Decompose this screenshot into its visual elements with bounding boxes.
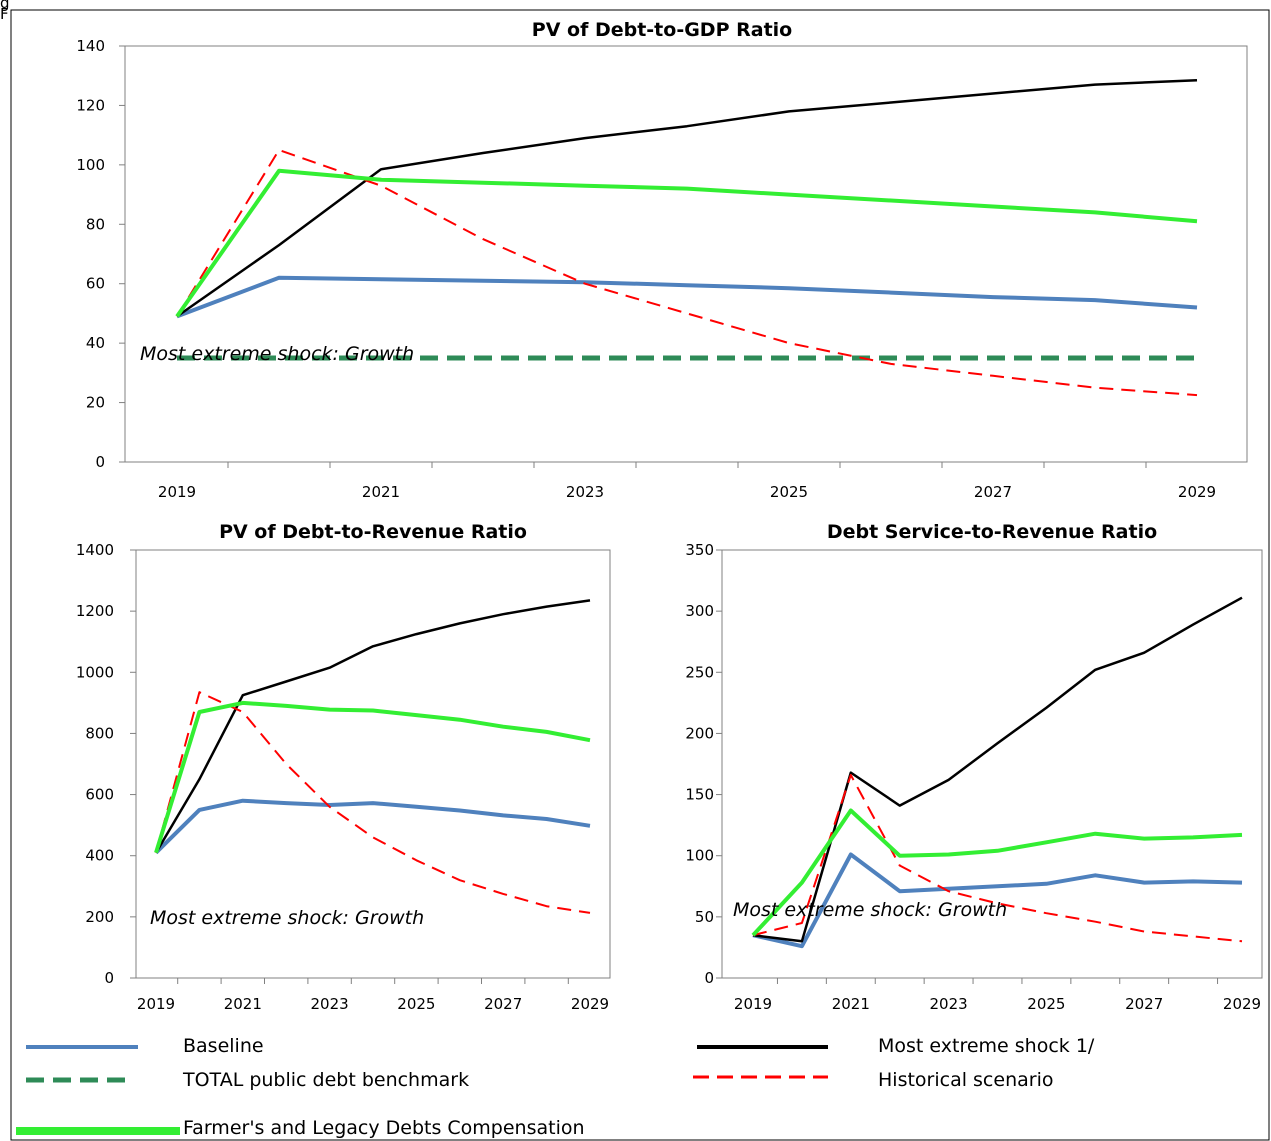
y-tick-label: 40 (86, 334, 105, 352)
x-tick-label: 2021 (832, 995, 870, 1013)
series-line-extreme (154, 599, 591, 854)
x-tick-label: 2025 (397, 995, 435, 1013)
x-tick-label: 2019 (734, 995, 772, 1013)
x-tick-label: 2019 (158, 483, 196, 501)
plot-frame (721, 549, 1263, 979)
x-tick-label: 2027 (974, 483, 1012, 501)
y-tick-label: 100 (685, 847, 714, 865)
y-tick-label: 350 (685, 541, 714, 559)
series-line-historical (752, 774, 1243, 943)
y-tick-label: 200 (85, 908, 114, 926)
series-line-historical (176, 149, 1198, 397)
legend-label-farmers: Farmer's and Legacy Debts Compensation (183, 1117, 585, 1139)
chart-title: Debt Service-to-Revenue Ratio (827, 521, 1157, 543)
legend-label-baseline: Baseline (183, 1035, 264, 1057)
x-tick-label: 2023 (566, 483, 604, 501)
y-tick-label: 0 (704, 969, 714, 987)
y-tick-label: 80 (86, 215, 105, 233)
legend: Baseline TOTAL public debt benchmark Far… (16, 1035, 1095, 1139)
series-line-baseline (154, 798, 591, 855)
plot-frame (124, 45, 1248, 463)
y-tick-label: 200 (685, 724, 714, 742)
y-tick-label: 50 (695, 908, 714, 926)
x-tick-label: 2023 (311, 995, 349, 1013)
y-tick-label: 800 (85, 724, 114, 742)
panel-debt-to-gdp: PV of Debt-to-GDP Ratio 0 20 40 60 80 100 120 1… (76, 19, 1248, 501)
x-tick-label: 2027 (484, 995, 522, 1013)
y-tick-label: 0 (95, 453, 105, 471)
annotation: Most extreme shock: Growth (733, 899, 1007, 921)
x-tick-label: 2021 (362, 483, 400, 501)
chart-title: PV of Debt-to-GDP Ratio (532, 19, 792, 41)
y-tick-label: 300 (685, 602, 714, 620)
series-line-farmers (751, 808, 1243, 937)
annotation: Most extreme shock: Growth (150, 907, 424, 929)
legend-label-benchmark: TOTAL public debt benchmark (182, 1069, 469, 1091)
panel-debt-to-revenue: PV of Debt-to-Revenue Ratio 0 200 400 600 80… (76, 521, 611, 1013)
y-tick-label: 1000 (76, 663, 114, 681)
y-tick-label: 0 (104, 969, 114, 987)
y-tick-label: 20 (86, 394, 105, 412)
y-tick-label: 250 (685, 663, 714, 681)
chart-title: PV of Debt-to-Revenue Ratio (219, 521, 527, 543)
x-tick-label: 2029 (571, 995, 609, 1013)
series-line-extreme (176, 78, 1198, 318)
y-tick-label: 100 (76, 156, 105, 174)
y-tick-label: 60 (86, 275, 105, 293)
x-tick-label: 2025 (1027, 995, 1065, 1013)
y-tick-label: 600 (85, 786, 114, 804)
annotation: Most extreme shock: Growth (140, 343, 414, 365)
series-line-baseline (176, 275, 1198, 319)
y-tick-label: 140 (76, 37, 105, 55)
y-tick-label: 1200 (76, 602, 114, 620)
series-line-farmers (154, 700, 591, 854)
y-tick-label: 150 (685, 786, 714, 804)
y-tick-label: 1400 (76, 541, 114, 559)
figure-top-label: g (0, 0, 10, 12)
figure-left-mark: F (0, 5, 9, 23)
x-tick-label: 2029 (1178, 483, 1216, 501)
x-tick-label: 2027 (1125, 995, 1163, 1013)
series-line-farmers (175, 168, 1198, 318)
x-tick-label: 2021 (224, 995, 262, 1013)
figure-frame (10, 9, 1270, 1141)
legend-label-extreme: Most extreme shock 1/ (878, 1035, 1095, 1057)
x-tick-label: 2023 (930, 995, 968, 1013)
series-line-extreme (752, 596, 1243, 943)
y-tick-label: 400 (85, 847, 114, 865)
x-tick-label: 2019 (137, 995, 175, 1013)
plot-frame (135, 549, 611, 979)
panel-debt-service-to-revenue: Debt Service-to-Revenue Ratio 0 50 100 150 2… (685, 521, 1263, 1013)
y-tick-label: 120 (76, 96, 105, 114)
x-tick-label: 2029 (1223, 995, 1261, 1013)
series-line-baseline (752, 852, 1243, 949)
x-tick-label: 2025 (770, 483, 808, 501)
legend-label-historical: Historical scenario (878, 1069, 1053, 1091)
